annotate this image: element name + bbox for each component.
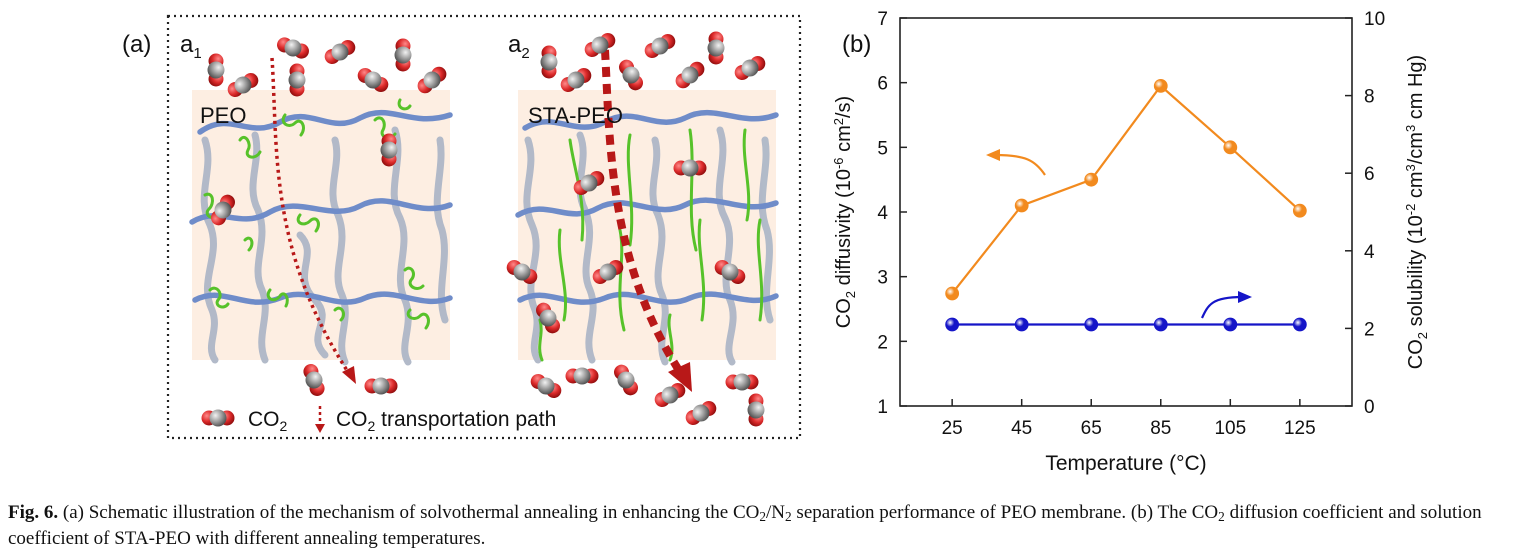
- right-series-point: [1014, 317, 1029, 332]
- right-series-point: [1292, 317, 1307, 332]
- dotted-frame: [166, 14, 802, 440]
- peo-polymer-chains: [189, 98, 453, 366]
- x-tick-label: 85: [1150, 418, 1171, 439]
- peo-label: PEO: [200, 103, 246, 128]
- orange-left-axis-arrow: [994, 153, 1046, 176]
- left-series-point: [1084, 172, 1099, 187]
- peo-transport-path: [270, 57, 352, 376]
- x-tick-label: 105: [1214, 418, 1246, 439]
- left-series-point: [1014, 198, 1029, 213]
- panel-b-label: (b): [842, 31, 871, 58]
- sta-peo-transport-path: [601, 49, 684, 375]
- left-y-tick-label: 3: [877, 268, 888, 289]
- right-series-point: [945, 317, 960, 332]
- left-series-point: [1223, 140, 1238, 155]
- left-y-tick-label: 2: [877, 332, 888, 353]
- right-y-tick-label: 2: [1364, 319, 1375, 340]
- caption-figure-number: Fig. 6.: [8, 502, 59, 523]
- left-y-tick-label: 5: [877, 138, 888, 159]
- legend-path-text: CO2 transportation path: [336, 408, 556, 434]
- right-series-point: [1153, 317, 1168, 332]
- left-y-tick-label: 4: [877, 203, 888, 224]
- legend-co2: CO2: [201, 408, 288, 434]
- blue-right-axis-arrow: [1201, 295, 1243, 319]
- left-series-point: [1153, 79, 1168, 93]
- left-y-tick-label: 7: [877, 9, 888, 30]
- left-y-tick-label: 1: [877, 397, 888, 418]
- sta-peo-path-arrowhead: [668, 362, 692, 392]
- right-y-axis-label: CO2 solubility (10-2 cm3/cm3 cm Hg): [1403, 55, 1430, 369]
- x-tick-label: 45: [1011, 418, 1032, 439]
- sta-peo-label: STA-PEO: [528, 103, 623, 128]
- x-tick-label: 25: [942, 418, 963, 439]
- legend-co2-text: CO2: [248, 408, 288, 434]
- right-series-point: [1084, 317, 1099, 332]
- panel-a-label: (a): [122, 31, 151, 58]
- subfigure-a1-label: a1: [180, 31, 202, 62]
- left-y-tick-label: 6: [877, 74, 888, 95]
- peo-path-arrowhead: [342, 366, 356, 384]
- chart-series: [945, 79, 1307, 332]
- x-tick-label: 65: [1081, 418, 1102, 439]
- right-y-tick-label: 10: [1364, 9, 1385, 30]
- schematic-panel: (a) a1 a2 PEO STA-PEO CO2 CO2 transporta…: [0, 0, 820, 470]
- x-tick-label: 125: [1284, 418, 1316, 439]
- right-y-tick-label: 6: [1364, 164, 1375, 185]
- figure-caption: Fig. 6. (a) Schematic illustration of th…: [8, 502, 1482, 549]
- subfigure-a2-label: a2: [508, 31, 530, 62]
- right-y-tick-label: 8: [1364, 87, 1375, 108]
- legend-co2-molecule-icon: [201, 409, 235, 427]
- right-series-point: [1223, 317, 1238, 332]
- left-y-axis-label: CO2 diffusivity (10-6 cm2/s): [831, 96, 858, 328]
- chart-panel: (b) 25 45 65 85 105 125 1 2 3 4 5 6 7 0 2 4 6 8 10 Tempera…: [820, 0, 1538, 480]
- sta-peo-membrane-region: [518, 90, 776, 360]
- schematic-figure: (a) a1 a2 PEO STA-PEO CO2 CO2 transporta…: [122, 14, 802, 440]
- left-series-point: [945, 286, 960, 301]
- x-axis-label: Temperature (°C): [1045, 452, 1206, 475]
- legend-transport-path: CO2 transportation path: [315, 406, 556, 434]
- left-series-point: [1292, 203, 1307, 218]
- right-y-tick-label: 4: [1364, 242, 1375, 263]
- left-series-line: [951, 84, 1301, 295]
- right-y-tick-label: 0: [1364, 397, 1375, 418]
- plot-frame: [899, 17, 1353, 407]
